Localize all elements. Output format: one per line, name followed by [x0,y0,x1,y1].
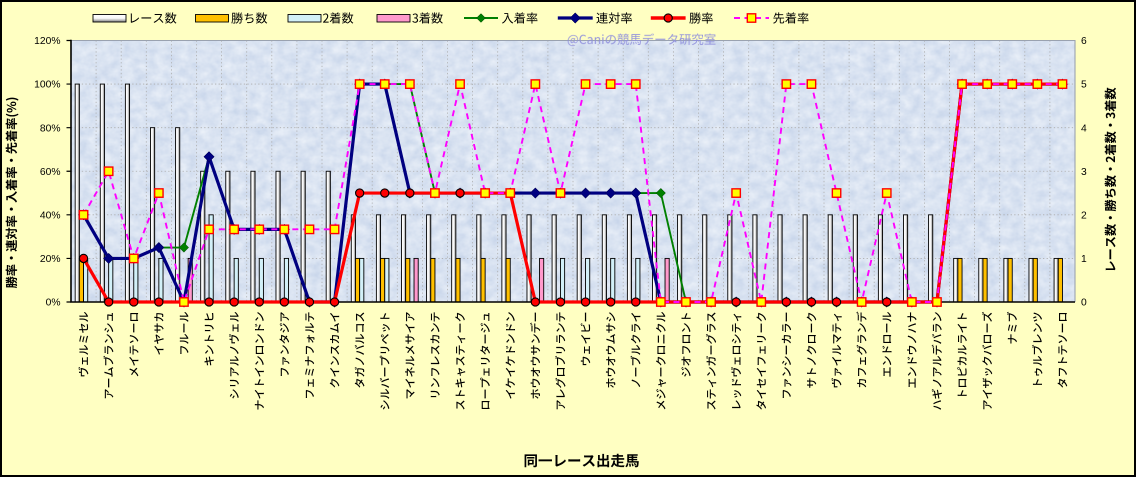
svg-text:4: 4 [1081,123,1087,134]
svg-text:2: 2 [1081,210,1087,221]
svg-text:1: 1 [1081,254,1087,265]
svg-text:80%: 80% [40,123,61,134]
svg-text:5: 5 [1081,80,1087,91]
svg-text:100%: 100% [34,80,60,91]
svg-text:40%: 40% [40,210,61,221]
svg-text:0%: 0% [46,298,61,309]
svg-text:6: 6 [1081,36,1087,47]
svg-text:3: 3 [1081,167,1087,178]
svg-text:20%: 20% [40,254,61,265]
svg-text:0: 0 [1081,298,1087,309]
svg-text:120%: 120% [34,36,60,47]
svg-text:60%: 60% [40,167,61,178]
